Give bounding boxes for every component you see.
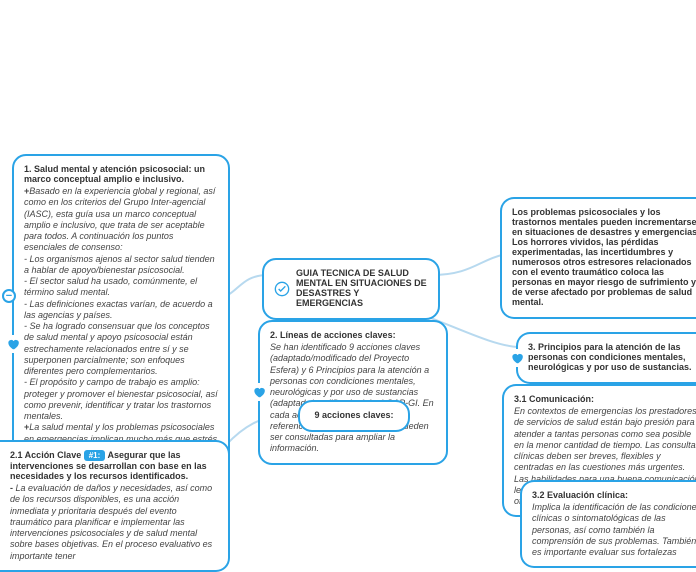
tag-badge: #1: — [84, 450, 106, 461]
node-2-1-body-text: La evaluación de daños y necesidades, as… — [10, 483, 212, 561]
node-intro-right: Los problemas psicosociales y los trasto… — [500, 197, 696, 319]
node-1-body-text: Basado en la experiencia global y region… — [24, 186, 218, 421]
heart-icon — [250, 383, 268, 401]
node-3-1-title: 3.1 Comunicación: — [514, 394, 696, 404]
heart-icon — [4, 335, 22, 353]
node-1-title: 1. Salud mental y atención psicosocial: … — [24, 164, 218, 184]
node-9acciones: 9 acciones claves: — [298, 400, 410, 432]
node-intro-right-body: Los problemas psicosociales y los trasto… — [512, 207, 696, 307]
node-2-1-body: - La evaluación de daños y necesidades, … — [10, 483, 218, 562]
node-2-1-pre: 2.1 Acción Clave — [10, 450, 81, 460]
collapse-icon[interactable]: − — [2, 289, 16, 303]
node-3-2-body: Implica la identificación de las condici… — [532, 502, 696, 558]
node-9-title: 9 acciones claves: — [310, 410, 398, 420]
node-2: 2. Líneas de acciones claves: Se han ide… — [258, 320, 448, 465]
check-circle-icon — [274, 281, 290, 297]
node-3: 3. Principios para la atención de las pe… — [516, 332, 696, 384]
node-2-1-title: 2.1 Acción Clave #1: Asegurar que las in… — [10, 450, 218, 481]
node-3-2-title: 3.2 Evaluación clínica: — [532, 490, 696, 500]
center-node: GUIA TECNICA DE SALUD MENTAL EN SITUACIO… — [262, 258, 440, 320]
center-title: GUIA TECNICA DE SALUD MENTAL EN SITUACIO… — [296, 268, 428, 308]
node-2-title: 2. Líneas de acciones claves: — [270, 330, 436, 340]
node-2-1: 2.1 Acción Clave #1: Asegurar que las in… — [0, 440, 230, 572]
node-3-title: 3. Principios para la atención de las pe… — [528, 342, 696, 372]
node-2-body: Se han identificado 9 acciones claves (a… — [270, 342, 436, 455]
heart-icon — [508, 349, 526, 367]
node-3-2: 3.2 Evaluación clínica: Implica la ident… — [520, 480, 696, 568]
